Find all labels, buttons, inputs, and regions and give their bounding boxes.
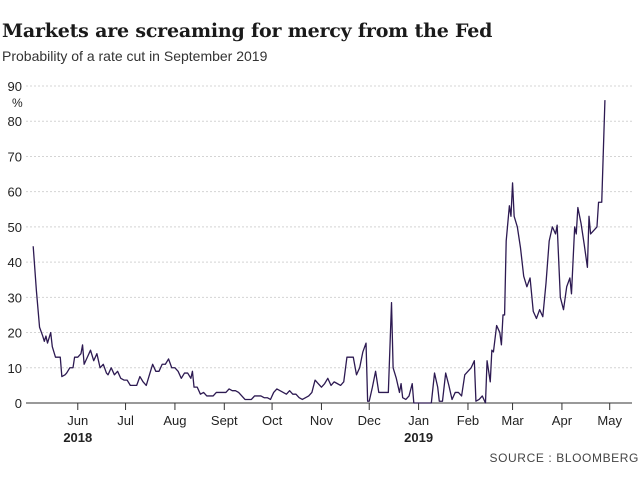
y-tick-label: 0	[15, 396, 22, 411]
x-tick-label: May	[597, 413, 622, 428]
x-tick-label: Jul	[117, 413, 134, 428]
chart-subtitle: Probability of a rate cut in September 2…	[2, 48, 268, 64]
y-axis-unit-label: %	[12, 96, 23, 110]
x-axis-ticks: Jun 2018 Jul Aug Sept Oct Nov Dec Jan 2019 Feb Mar A…	[63, 403, 622, 445]
x-tick-label: Jun	[67, 413, 88, 428]
y-tick-label: 50	[8, 220, 22, 235]
x-tick-label: Mar	[501, 413, 524, 428]
x-tick-label: Feb	[457, 413, 479, 428]
series-line	[32, 100, 606, 404]
y-tick-label: 60	[8, 185, 22, 200]
x-year-label: 2018	[63, 430, 92, 445]
y-tick-label: 40	[8, 255, 22, 270]
x-tick-label: Nov	[310, 413, 334, 428]
y-tick-label: 20	[8, 326, 22, 341]
x-tick-label: Jan	[408, 413, 429, 428]
grid-lines	[26, 85, 632, 404]
y-axis-tick-labels: 0 10 20 30 40 50 60 70 80 90	[8, 79, 22, 411]
x-tick-label: Dec	[358, 413, 382, 428]
x-year-label: 2019	[404, 430, 433, 445]
y-tick-label: 90	[8, 79, 22, 94]
x-tick-label: Aug	[163, 413, 186, 428]
y-tick-label: 80	[8, 114, 22, 129]
x-tick-label: Apr	[552, 413, 573, 428]
x-tick-label: Oct	[262, 413, 283, 428]
y-tick-label: 10	[8, 361, 22, 376]
y-tick-label: 30	[8, 290, 22, 305]
source-note: SOURCE : BLOOMBERG	[489, 451, 639, 465]
chart-title: Markets are screaming for mercy from the…	[2, 20, 493, 42]
x-tick-label: Sept	[211, 413, 238, 428]
y-tick-label: 70	[8, 149, 22, 164]
